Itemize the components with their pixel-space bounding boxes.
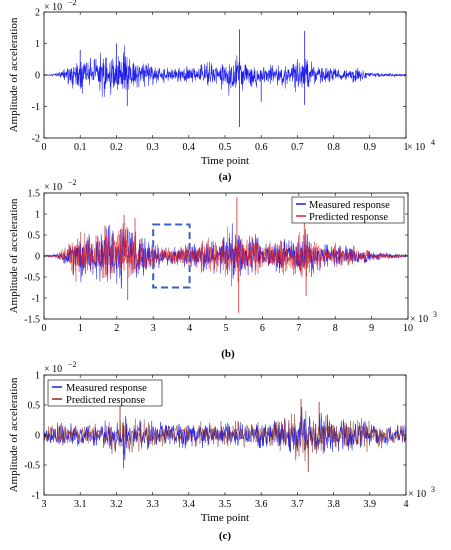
panel-b-legend-label-predicted: Predicted response bbox=[309, 212, 388, 223]
panel-b-ytick-label: -1.5 bbox=[24, 315, 40, 326]
panel-b-xtick-label: 4 bbox=[187, 323, 192, 334]
panel-c-series-1-line bbox=[43, 411, 407, 462]
panel-c-series-0-line bbox=[43, 406, 407, 461]
panel-b-caption: (b) bbox=[221, 348, 235, 360]
panel-a-ytick-label: -2 bbox=[32, 134, 40, 145]
panel-c-x-exponent-power: 3 bbox=[431, 485, 435, 494]
panel-c: 3 3.1 3.2 3.3 3.4 3.5 3.6 3.7 3.8 3.9 4 -1 -0.5 0 0.5 1… bbox=[8, 360, 435, 542]
panel-c-xtick-label: 3.4 bbox=[183, 499, 196, 510]
panel-b-legend-label-measured: Measured response bbox=[309, 200, 390, 211]
panel-a-xlabel: Time point bbox=[201, 155, 249, 167]
panel-a-ytick-label: 2 bbox=[35, 8, 40, 19]
panel-c-caption: (c) bbox=[219, 530, 232, 542]
panel-b-xtick-label: 2 bbox=[114, 323, 119, 334]
panel-a-xtick-label: 0.8 bbox=[327, 142, 340, 153]
panel-c-y-exponent-base: × 10 bbox=[44, 364, 62, 375]
panel-c-ytick-label: -1 bbox=[32, 491, 40, 502]
panel-b-legend-box bbox=[291, 196, 405, 224]
panel-b-xtick-label: 0 bbox=[42, 323, 47, 334]
panel-c-ticks: 3 3.1 3.2 3.3 3.4 3.5 3.6 3.7 3.8 3.9 4 -1 -0.5 0 0.5 1 bbox=[24, 371, 408, 511]
panel-b-ylabel: Amplitude of acceleration bbox=[8, 198, 20, 313]
panel-a-xtick-label: 0 bbox=[42, 142, 47, 153]
panel-b-xtick-label: 7 bbox=[296, 323, 301, 334]
panel-c-plot-area bbox=[43, 399, 407, 473]
panel-a-xtick-label: 0.6 bbox=[255, 142, 268, 153]
panel-a-caption: (a) bbox=[219, 171, 232, 183]
panel-c-legend-box bbox=[47, 379, 163, 407]
panel-b-ticks: 0 1 2 3 4 5 6 7 8 9 10 -1.5 -1 -0.5 0 0.5 1 1.5 bbox=[24, 189, 413, 335]
panel-b-y-exponent-base: × 10 bbox=[44, 182, 62, 193]
panel-a-ytick-label: 0 bbox=[35, 71, 40, 82]
panel-b-zoom-box bbox=[152, 223, 191, 289]
panel-a-xtick-label: 0.3 bbox=[146, 142, 159, 153]
panel-a-xtick-label: 0.2 bbox=[110, 142, 123, 153]
panel-c-xtick-label: 3.3 bbox=[146, 499, 159, 510]
panel-c-x-exponent: × 10 3 bbox=[408, 485, 435, 500]
panel-c-xlabel: Time point bbox=[201, 512, 249, 524]
panel-c-legend-label-predicted: Predicted response bbox=[66, 395, 145, 406]
panel-b-x-exponent-base: × 10 bbox=[410, 314, 428, 325]
panel-a-x-exponent: × 10 4 bbox=[407, 138, 435, 153]
panel-a-y-exponent-base: × 10 bbox=[44, 2, 62, 13]
panel-b-y-exponent-power: −2 bbox=[68, 178, 77, 187]
panel-a-y-exponent-power: −2 bbox=[68, 0, 77, 7]
panel-c-xtick-label: 3 bbox=[42, 499, 47, 510]
panel-b-xtick-label: 9 bbox=[369, 323, 374, 334]
panel-b-xtick-label: 6 bbox=[260, 323, 265, 334]
panel-c-y-exponent-power: −2 bbox=[68, 360, 77, 369]
panel-c-legend: Measured response Predicted response bbox=[47, 379, 163, 407]
panel-a-xtick-label: 0.5 bbox=[219, 142, 232, 153]
panel-a-xtick-label: 0.9 bbox=[364, 142, 377, 153]
panel-c-xtick-label: 3.7 bbox=[291, 499, 304, 510]
panel-b-xtick-label: 5 bbox=[224, 323, 229, 334]
panel-b-ytick-label: 0 bbox=[35, 252, 40, 263]
panel-a-series-0-line bbox=[43, 45, 407, 98]
panel-b-ytick-label: 1.5 bbox=[28, 189, 41, 200]
panel-b-series-1-line bbox=[43, 223, 409, 287]
panel-c-ytick-label: 0 bbox=[35, 431, 40, 442]
panel-a-xtick-label: 0.1 bbox=[74, 142, 87, 153]
panel-a-plot-area bbox=[43, 29, 407, 127]
panel-a-ytick-label: -1 bbox=[32, 102, 40, 113]
panel-b-legend: Measured response Predicted response bbox=[291, 196, 405, 224]
panel-b-x-exponent-power: 3 bbox=[433, 310, 437, 319]
panel-a: 0 0.1 0.2 0.3 0.4 0.5 0.6 0.7 0.8 0.9 1 -2 -1 0 1 2 × 1… bbox=[8, 0, 435, 183]
panel-c-ytick-label: 0.5 bbox=[28, 401, 41, 412]
panel-c-xtick-label: 3.8 bbox=[327, 499, 340, 510]
panel-a-xtick-label: 0.4 bbox=[183, 142, 196, 153]
panel-c-xtick-label: 3.1 bbox=[74, 499, 87, 510]
panel-a-xtick-label: 0.7 bbox=[291, 142, 304, 153]
panel-b-ytick-label: 0.5 bbox=[28, 231, 41, 242]
panel-a-x-exponent-base: × 10 bbox=[407, 142, 425, 153]
panel-c-xtick-label: 4 bbox=[404, 499, 409, 510]
panel-c-x-exponent-base: × 10 bbox=[408, 489, 426, 500]
panel-b-y-exponent: × 10 −2 bbox=[44, 178, 77, 193]
panel-b: 0 1 2 3 4 5 6 7 8 9 10 -1.5 -1 -0.5 0 0.5 1 1.5 Measured … bbox=[8, 178, 437, 360]
panel-b-xtick-label: 8 bbox=[333, 323, 338, 334]
panel-c-xtick-label: 3.9 bbox=[364, 499, 377, 510]
panel-a-ylabel: Amplitude of acceleration bbox=[8, 17, 20, 132]
panel-b-plot-area bbox=[43, 197, 409, 313]
panel-b-ytick-label: 1 bbox=[35, 210, 40, 221]
panel-a-x-exponent-power: 4 bbox=[431, 138, 435, 147]
panel-b-ytick-label: -1 bbox=[32, 294, 40, 305]
panel-c-xtick-label: 3.2 bbox=[110, 499, 123, 510]
panel-c-legend-label-measured: Measured response bbox=[66, 383, 147, 394]
panel-c-xtick-label: 3.5 bbox=[219, 499, 232, 510]
panel-a-y-exponent: × 10 −2 bbox=[44, 0, 77, 13]
panel-c-xtick-label: 3.6 bbox=[255, 499, 268, 510]
panel-a-ticks: 0 0.1 0.2 0.3 0.4 0.5 0.6 0.7 0.8 0.9 1 -2 -1 0 1 2 bbox=[32, 8, 409, 154]
panel-b-xtick-label: 1 bbox=[78, 323, 83, 334]
panel-a-xtick-label: 1 bbox=[404, 142, 409, 153]
panel-b-xtick-label: 10 bbox=[403, 323, 413, 334]
panel-a-ytick-label: 1 bbox=[35, 39, 40, 50]
panel-c-ytick-label: 1 bbox=[35, 371, 40, 382]
panel-c-ylabel: Amplitude of acceleration bbox=[8, 377, 20, 492]
panel-b-xtick-label: 3 bbox=[151, 323, 156, 334]
panel-c-ytick-label: -0.5 bbox=[24, 461, 40, 472]
panel-b-ytick-label: -0.5 bbox=[24, 273, 40, 284]
panel-b-x-exponent: × 10 3 bbox=[410, 310, 437, 325]
panel-c-y-exponent: × 10 −2 bbox=[44, 360, 77, 375]
